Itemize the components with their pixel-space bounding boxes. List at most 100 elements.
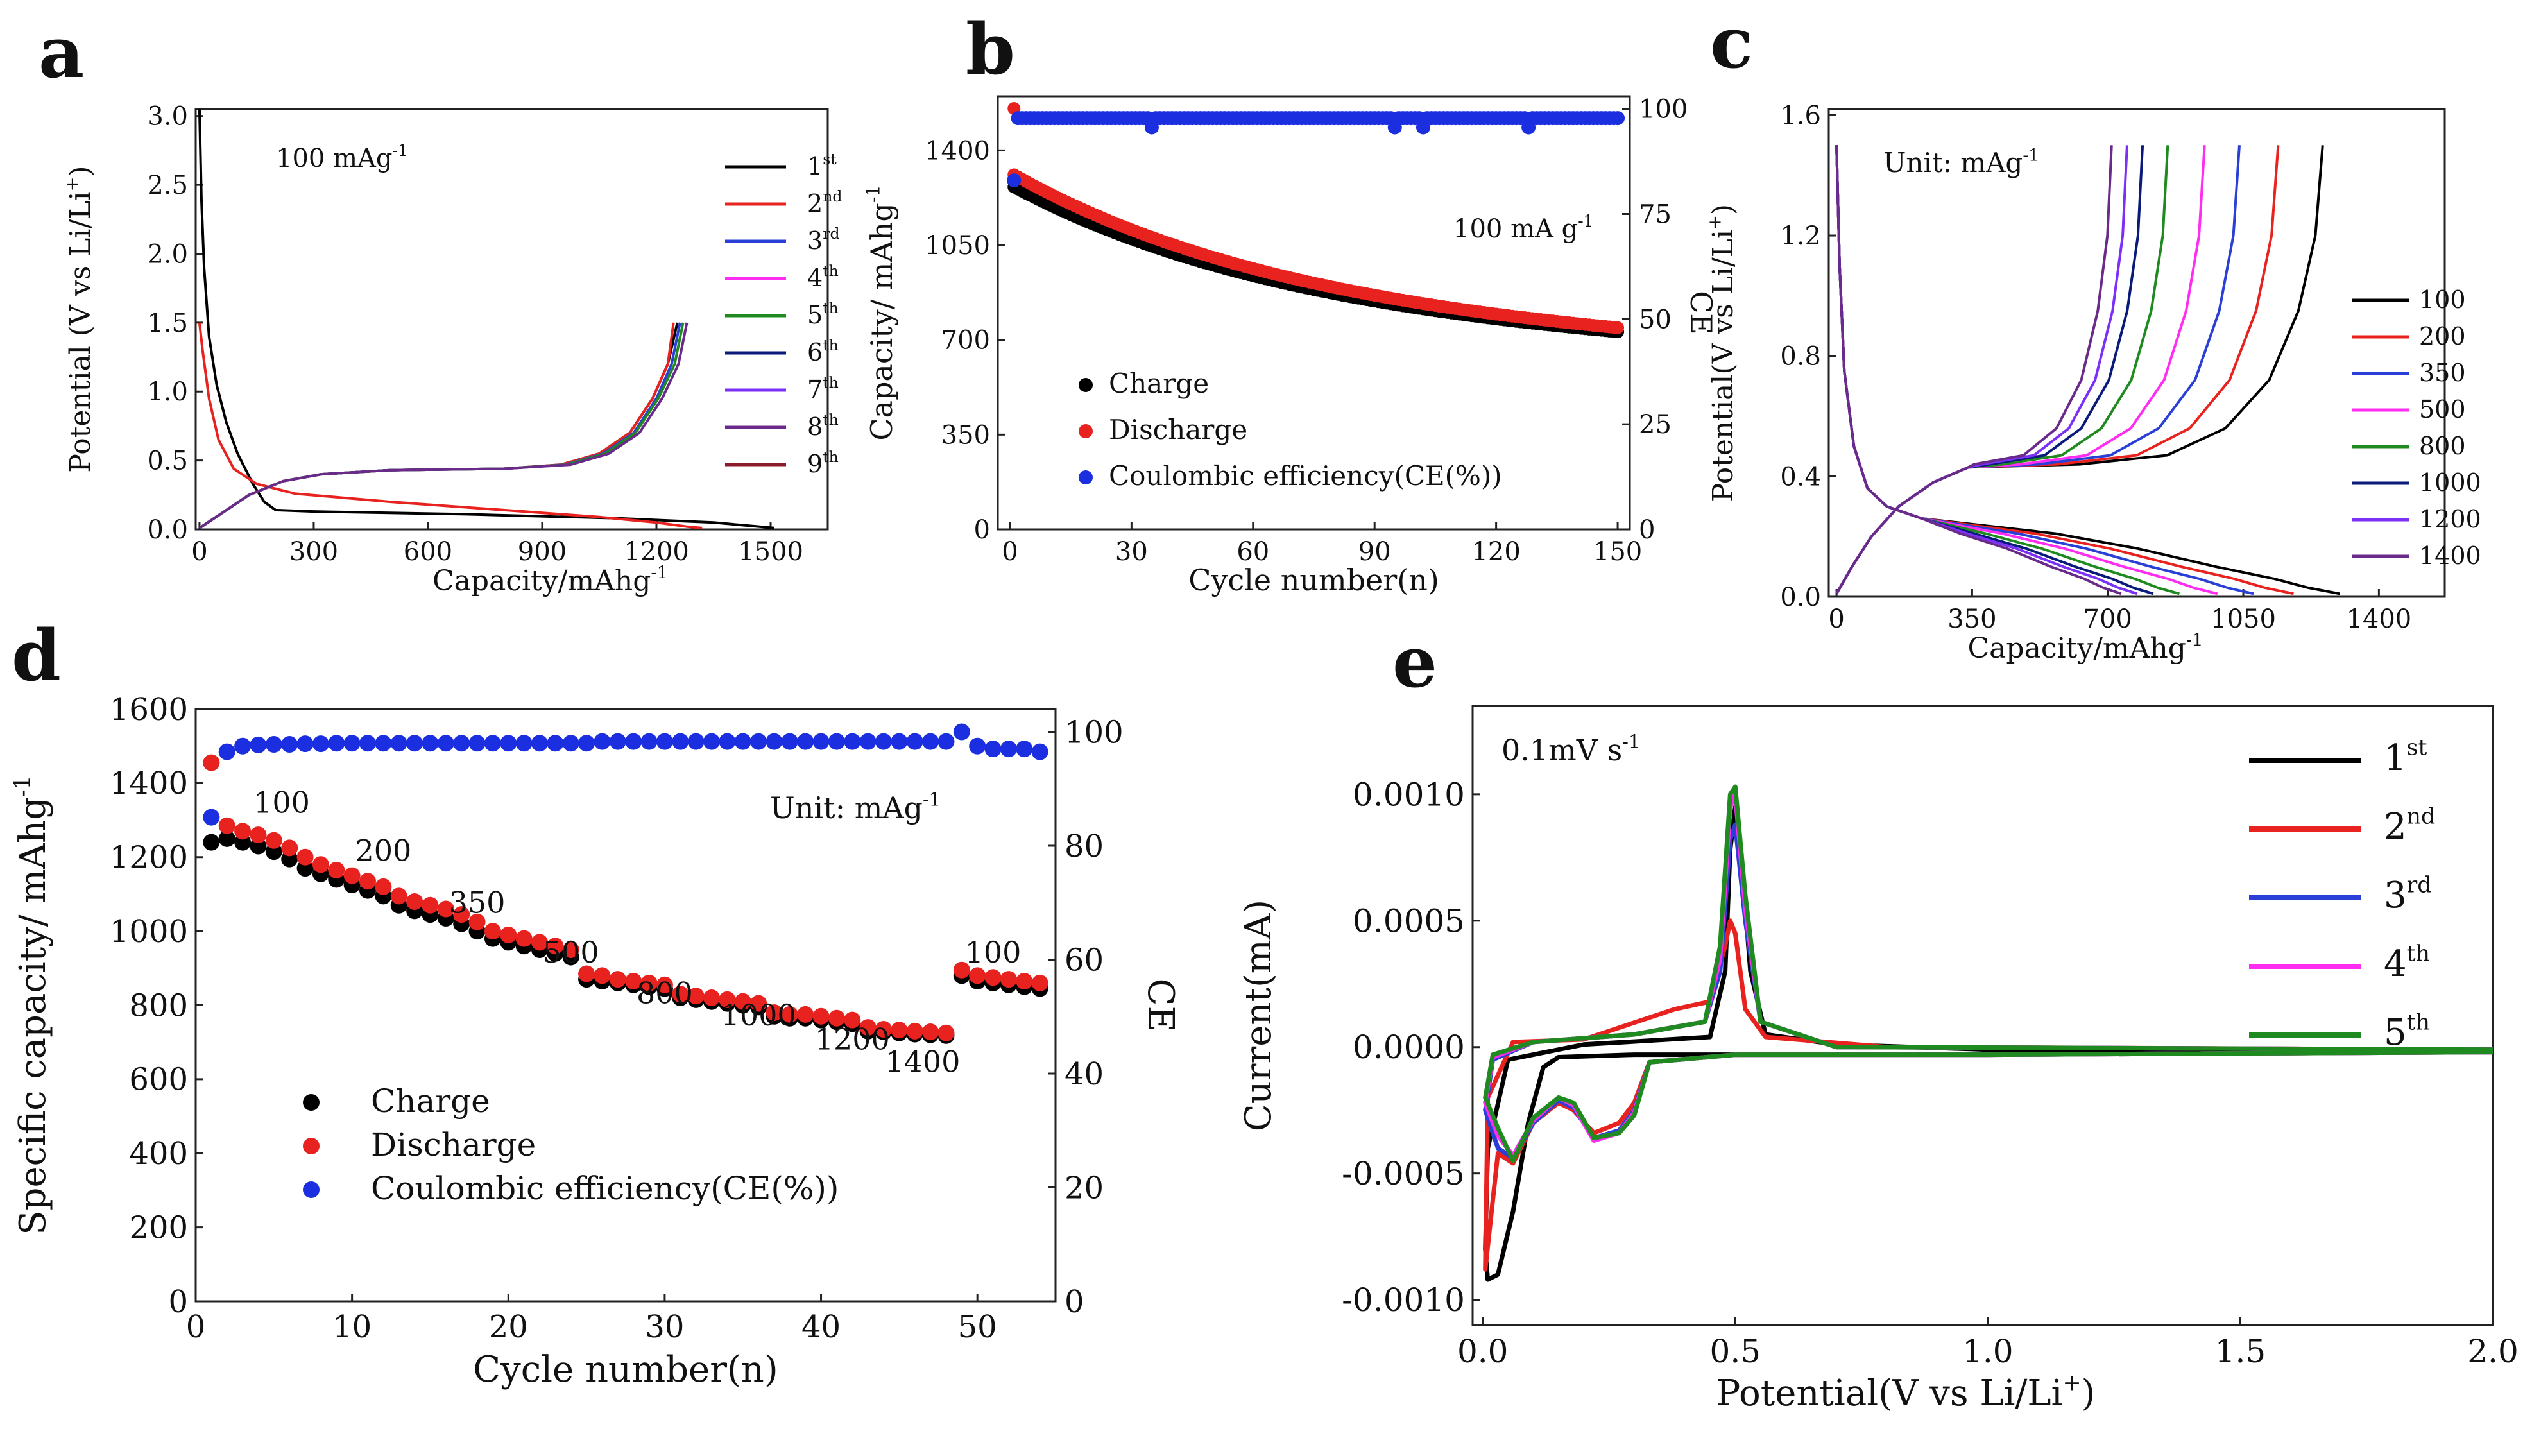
plot-frame xyxy=(1471,705,2494,1326)
panel-a: 0 300 600 900 1200 1500 0.0 0.5 1.0 1.5 2.0 2.5 3.0 C… xyxy=(38,11,842,597)
discharge-curve-100 xyxy=(1835,145,2340,595)
ce-point xyxy=(375,735,392,752)
ce-point xyxy=(625,733,642,750)
plot-frame xyxy=(997,95,1631,531)
curve-1st-charge xyxy=(198,322,679,529)
ce-point xyxy=(969,737,986,755)
legend-label: 2nd xyxy=(2384,803,2435,848)
legend-label: Charge xyxy=(371,1083,490,1120)
cv-curve-1st xyxy=(1483,805,2493,1282)
legend-label: 200 xyxy=(2419,322,2466,350)
x-tick-label: 900 xyxy=(518,537,567,567)
legend-label: 5th xyxy=(807,299,839,329)
ce-point xyxy=(766,733,783,750)
legend-label: Coulombic efficiency(CE(%)) xyxy=(371,1170,839,1207)
y-tick-label: 0.0000 xyxy=(1353,1029,1465,1066)
x-tick-label: 0.0 xyxy=(1457,1333,1509,1370)
legend-label: 3rd xyxy=(2384,872,2431,916)
discharge-point xyxy=(422,896,439,914)
discharge-point xyxy=(562,941,579,958)
ce-point xyxy=(875,733,892,750)
discharge-point xyxy=(500,926,517,943)
y-axis-label: Potential(V vs Li/Li+) xyxy=(1706,204,1740,502)
y2-axis-label: CE xyxy=(1140,979,1181,1032)
y2-tick-label: 40 xyxy=(1065,1056,1104,1092)
x-tick-label: 1200 xyxy=(624,537,689,567)
ce-point xyxy=(437,735,454,752)
discharge-point xyxy=(343,867,361,884)
rate-label: 800 xyxy=(637,976,693,1011)
discharge-point xyxy=(672,986,689,1003)
discharge-point xyxy=(891,1022,908,1039)
panel-label: b xyxy=(966,8,1015,90)
x-tick-label: 0 xyxy=(186,1309,206,1345)
rate-label: 200 xyxy=(355,834,411,868)
x-tick-label: 40 xyxy=(801,1309,841,1345)
curve-1st-discharge xyxy=(198,108,775,529)
discharge-point xyxy=(328,861,345,878)
discharge-point xyxy=(750,995,767,1012)
y-tick-label: 0.0010 xyxy=(1353,776,1465,813)
y-tick-label: 0.0 xyxy=(147,515,188,545)
x-tick-label: 60 xyxy=(1236,537,1269,567)
discharge-point xyxy=(766,1004,783,1022)
legend-label: 350 xyxy=(2419,359,2466,387)
y-tick-label: 350 xyxy=(941,420,990,450)
x-tick-label: 30 xyxy=(645,1309,684,1345)
discharge-point xyxy=(1611,321,1625,334)
discharge-point xyxy=(984,969,1002,986)
discharge-point xyxy=(875,1020,892,1038)
y-tick-label: 1600 xyxy=(110,692,188,728)
discharge-point xyxy=(687,988,705,1005)
charge-point xyxy=(203,834,220,851)
ce-point xyxy=(218,743,235,760)
ce-point xyxy=(719,733,736,750)
y-tick-label: 0.0005 xyxy=(1353,902,1465,939)
annotation: Unit: mAg-1 xyxy=(1883,146,2039,178)
ce-point xyxy=(1007,173,1022,188)
curve-9th-charge xyxy=(198,322,689,529)
legend-marker xyxy=(303,1181,320,1198)
charge-curve-100 xyxy=(1835,145,2324,595)
x-tick-label: 120 xyxy=(1471,537,1520,567)
legend-marker xyxy=(303,1138,320,1154)
discharge-curve-350 xyxy=(1835,145,2254,595)
y-tick-label: 0 xyxy=(168,1284,188,1320)
discharge-point xyxy=(859,1019,877,1036)
y-tick-label: 400 xyxy=(129,1136,188,1172)
y-tick-label: 1.0 xyxy=(147,377,188,407)
ce-point xyxy=(578,735,595,752)
x-tick-label: 350 xyxy=(1947,604,1996,634)
discharge-curve-800 xyxy=(1835,145,2180,595)
panel-c: 0 350 700 1050 1400 0.0 0.4 0.8 1.2 1.6 Capacity/m… xyxy=(1706,1,2481,665)
rate-label: 500 xyxy=(543,935,599,970)
legend-label: Discharge xyxy=(371,1126,536,1163)
discharge-point xyxy=(218,817,235,834)
ce-point xyxy=(390,735,407,752)
discharge-point xyxy=(547,938,564,955)
ce-point xyxy=(562,735,579,752)
y-tick-label: 1.6 xyxy=(1780,101,1821,130)
x-tick-label: 2.0 xyxy=(2467,1333,2519,1370)
ce-point xyxy=(250,736,267,753)
y2-axis-label: CE xyxy=(1684,291,1718,335)
x-axis-label: Potential(V vs Li/Li+) xyxy=(1716,1370,2096,1414)
discharge-point xyxy=(969,967,986,984)
x-tick-label: 90 xyxy=(1358,537,1391,567)
discharge-point xyxy=(937,1024,955,1041)
legend-label: 1000 xyxy=(2419,468,2481,497)
discharge-point xyxy=(359,873,376,890)
y-tick-label: 700 xyxy=(941,326,990,355)
discharge-point xyxy=(594,967,611,984)
y-tick-label: 0.8 xyxy=(1780,342,1821,372)
ce-point xyxy=(703,733,720,750)
discharge-curve-200 xyxy=(1835,145,2294,595)
ce-point xyxy=(1611,111,1625,126)
x-tick-label: 10 xyxy=(332,1309,372,1345)
ce-point xyxy=(281,736,298,753)
discharge-point xyxy=(484,923,501,940)
x-tick-label: 1400 xyxy=(2346,604,2411,634)
x-tick-label: 50 xyxy=(958,1309,997,1345)
discharge-point xyxy=(609,971,626,988)
x-tick-label: 700 xyxy=(2083,604,2132,634)
